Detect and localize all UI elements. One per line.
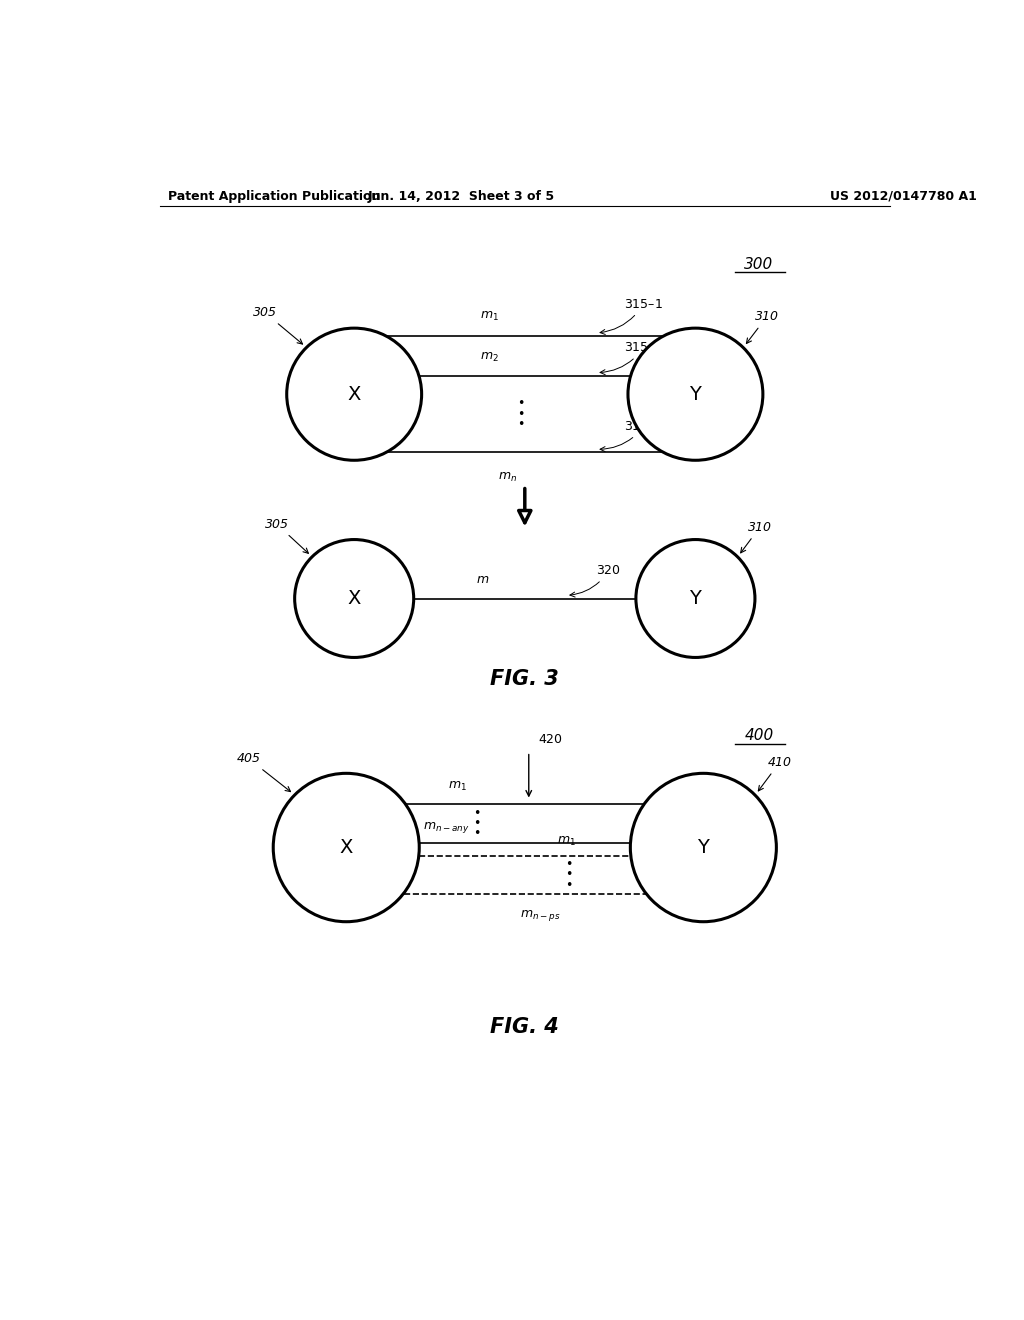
Text: Y: Y — [689, 384, 701, 404]
Text: •: • — [565, 879, 572, 891]
Text: X: X — [340, 838, 353, 857]
Text: 305: 305 — [265, 517, 308, 553]
Ellipse shape — [287, 329, 422, 461]
Text: $m_1$: $m_1$ — [479, 310, 499, 323]
Text: FIG. 3: FIG. 3 — [490, 669, 559, 689]
Text: $m$: $m$ — [476, 573, 489, 586]
Ellipse shape — [295, 540, 414, 657]
Text: $m_{n-ps}$: $m_{n-ps}$ — [520, 908, 561, 923]
Text: $315–1$: $315–1$ — [600, 297, 663, 334]
Ellipse shape — [631, 774, 776, 921]
Text: X: X — [347, 384, 360, 404]
Text: •: • — [473, 828, 481, 841]
Text: $315–2$: $315–2$ — [600, 342, 663, 375]
Text: Jun. 14, 2012  Sheet 3 of 5: Jun. 14, 2012 Sheet 3 of 5 — [368, 190, 555, 202]
Ellipse shape — [273, 774, 419, 921]
Text: 400: 400 — [744, 729, 773, 743]
Text: 305: 305 — [253, 306, 302, 345]
Text: $m_2$: $m_2$ — [479, 350, 499, 363]
Ellipse shape — [628, 329, 763, 461]
Text: •: • — [517, 397, 524, 411]
Text: •: • — [473, 807, 481, 820]
Text: $m_n$: $m_n$ — [498, 471, 517, 483]
Text: •: • — [565, 858, 572, 871]
Text: $m_1$: $m_1$ — [447, 780, 467, 793]
Text: Y: Y — [689, 589, 701, 609]
Text: 310: 310 — [746, 310, 779, 343]
Text: •: • — [517, 417, 524, 430]
Text: $m_1$: $m_1$ — [557, 836, 575, 849]
Ellipse shape — [636, 540, 755, 657]
Text: 310: 310 — [740, 520, 772, 553]
Text: FIG. 4: FIG. 4 — [490, 1018, 559, 1038]
Text: 410: 410 — [759, 756, 792, 791]
Text: •: • — [473, 817, 481, 830]
Text: Patent Application Publication: Patent Application Publication — [168, 190, 380, 202]
Text: Y: Y — [697, 838, 710, 857]
Text: $420$: $420$ — [539, 733, 563, 746]
Text: US 2012/0147780 A1: US 2012/0147780 A1 — [830, 190, 977, 202]
Text: 300: 300 — [744, 256, 773, 272]
Text: •: • — [517, 408, 524, 421]
Text: •: • — [565, 869, 572, 882]
Text: X: X — [347, 589, 360, 609]
Text: $m_{n-any}$: $m_{n-any}$ — [423, 820, 470, 836]
Text: $320$: $320$ — [570, 564, 622, 597]
Text: $315–n$: $315–n$ — [600, 420, 664, 451]
Text: 405: 405 — [237, 752, 291, 792]
